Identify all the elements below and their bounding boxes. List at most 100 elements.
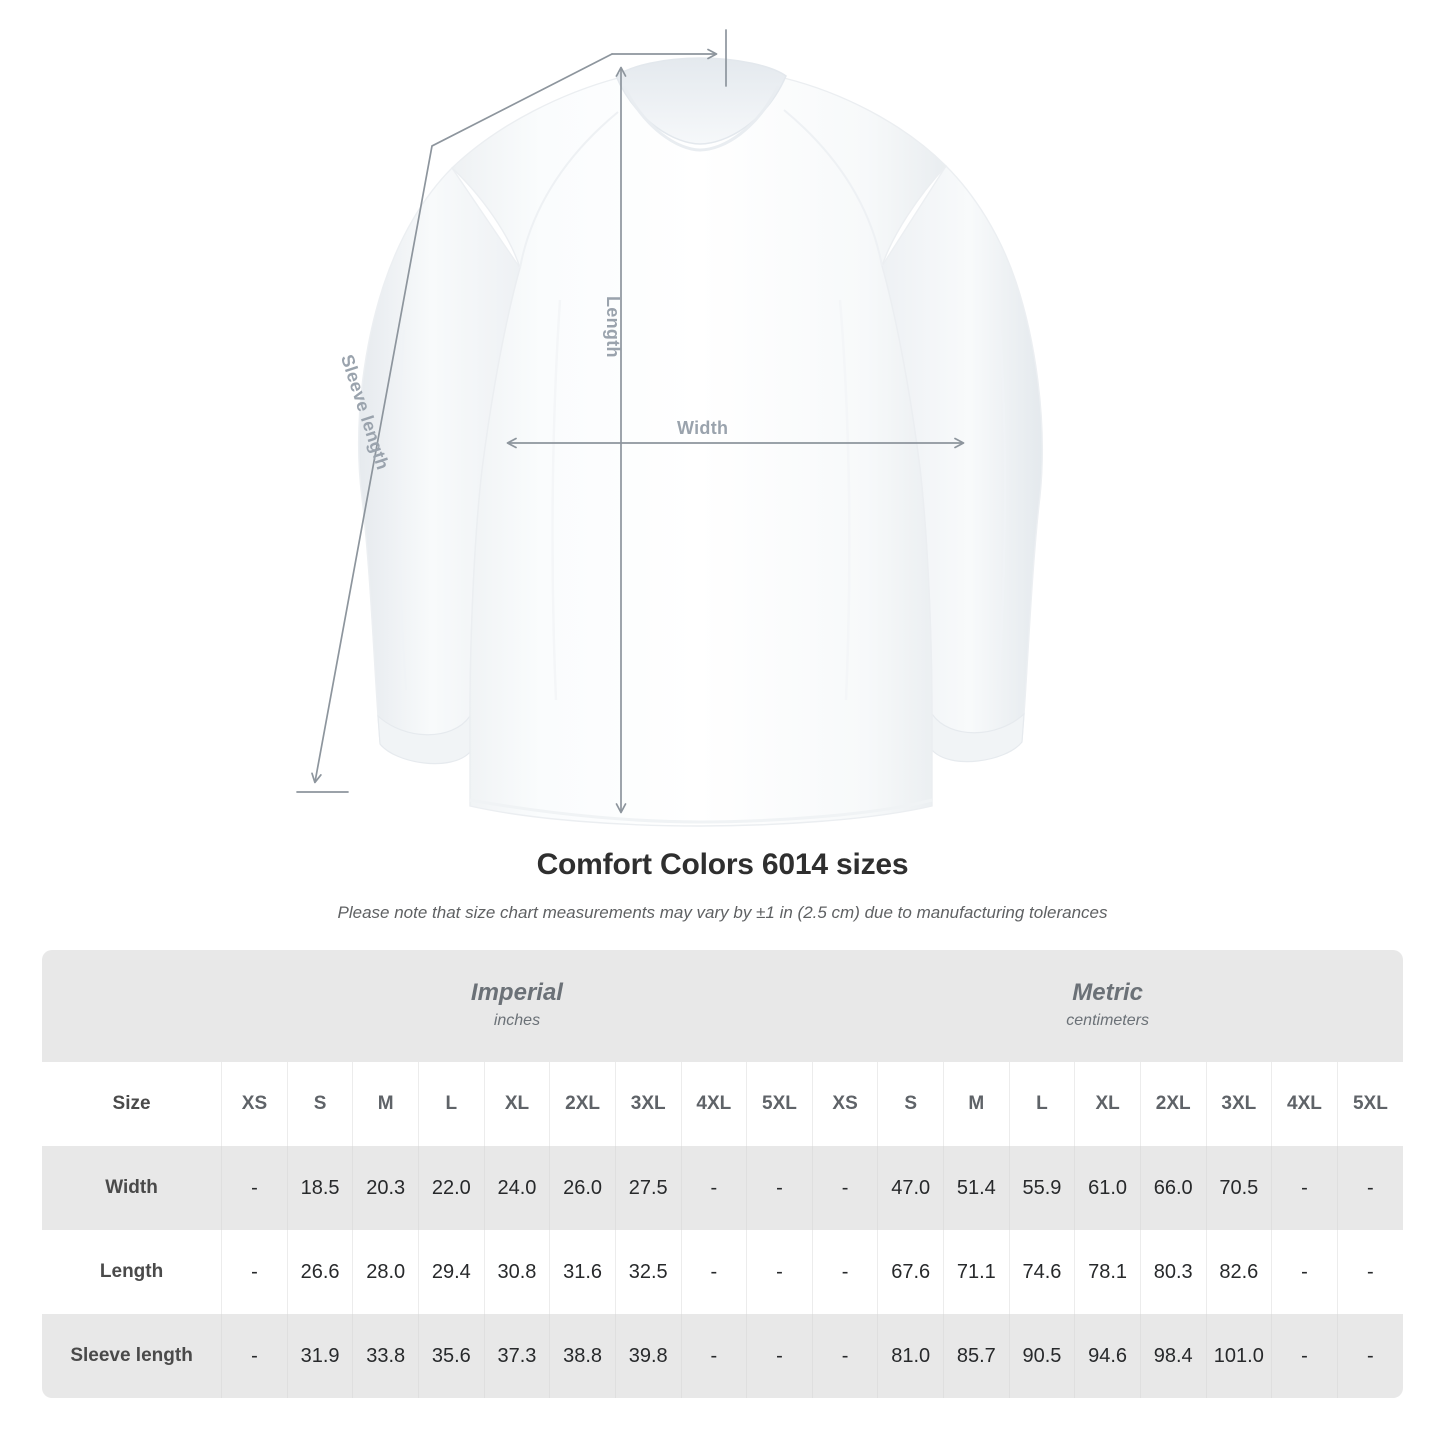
size-header-cell: M — [943, 1062, 1010, 1146]
unit-group-imperial-sub: inches — [493, 1012, 541, 1029]
size-header-cell: L — [418, 1062, 485, 1146]
measurement-cell: 32.5 — [614, 1230, 682, 1314]
measurement-cell: 39.8 — [614, 1314, 682, 1398]
measurement-cell: - — [680, 1314, 747, 1398]
measurement-cell: 66.0 — [1139, 1146, 1207, 1230]
measurement-cell: - — [1336, 1314, 1403, 1398]
measurement-cell: 70.5 — [1205, 1146, 1272, 1230]
measurement-cell: 37.3 — [483, 1314, 550, 1398]
size-header-cell: 4XL — [1271, 1062, 1338, 1146]
measurement-cell: 71.1 — [943, 1230, 1010, 1314]
measurement-cell: 24.0 — [483, 1146, 550, 1230]
measurement-cell: 55.9 — [1008, 1146, 1075, 1230]
measurement-cell: 26.0 — [549, 1146, 616, 1230]
row-label: Width — [42, 1146, 222, 1230]
unit-group-imperial-name: Imperial — [470, 979, 563, 1006]
measurement-cell: 85.7 — [943, 1314, 1010, 1398]
table-row: Width -18.5 20.3 22.0 24.0 26.0 27.5- - -47.0 51.… — [42, 1146, 1403, 1230]
measurement-cell: - — [811, 1314, 878, 1398]
measurement-cell: 80.3 — [1139, 1230, 1207, 1314]
measurement-cell: 33.8 — [352, 1314, 419, 1398]
size-header-cell: 5XL — [746, 1062, 813, 1146]
size-header-cell: S — [286, 1062, 353, 1146]
measurement-cell: 51.4 — [943, 1146, 1010, 1230]
unit-group-metric-sub: centimeters — [1066, 1012, 1149, 1029]
size-header-cell: M — [352, 1062, 419, 1146]
tolerance-note: Please note that size chart measurements… — [337, 903, 1108, 922]
size-header-cell: 2XL — [1139, 1062, 1207, 1146]
unit-group-metric-name: Metric — [1072, 979, 1143, 1006]
measurement-cell: 61.0 — [1074, 1146, 1141, 1230]
measurement-cell: - — [680, 1146, 747, 1230]
measurement-cell: - — [811, 1146, 878, 1230]
size-table-container: Imperial inches Metric centimeters Size … — [42, 950, 1403, 1398]
size-header-cell: 3XL — [614, 1062, 682, 1146]
size-header-cell: 5XL — [1336, 1062, 1403, 1146]
measurement-cell: 22.0 — [418, 1146, 485, 1230]
row-label: Sleeve length — [42, 1314, 222, 1398]
size-header-label: Size — [42, 1062, 222, 1146]
measurement-cell: - — [746, 1146, 813, 1230]
measurement-cell: - — [221, 1230, 288, 1314]
measurement-cell: 29.4 — [418, 1230, 485, 1314]
sleeve-arrow — [311, 53, 613, 784]
measurement-cell: 74.6 — [1008, 1230, 1075, 1314]
size-header-cell: 2XL — [549, 1062, 616, 1146]
measurement-cell: 38.8 — [549, 1314, 616, 1398]
table-row: Length -26.6 28.0 29.4 30.8 31.6 32.5- - -67.6 71… — [42, 1230, 1403, 1314]
page-title: Comfort Colors 6014 sizes — [536, 848, 909, 881]
table-row: Sleeve length -31.9 33.8 35.6 37.3 38.8 39.8- -… — [42, 1314, 1403, 1398]
measurement-cell: 98.4 — [1139, 1314, 1207, 1398]
measurement-cell: - — [1271, 1146, 1338, 1230]
measurement-cell: 82.6 — [1205, 1230, 1272, 1314]
unit-head-spacer — [42, 950, 222, 1062]
measurement-cell: 30.8 — [483, 1230, 550, 1314]
title-block: Comfort Colors 6014 sizes Please note th… — [0, 845, 1445, 925]
measurement-cell: 18.5 — [286, 1146, 353, 1230]
size-header-cell: XS — [221, 1062, 288, 1146]
width-label: Width — [677, 418, 729, 438]
row-label: Length — [42, 1230, 222, 1314]
unit-group-imperial: Imperial inches — [221, 950, 813, 1062]
unit-group-row: Imperial inches Metric centimeters — [42, 950, 1403, 1062]
size-table: Imperial inches Metric centimeters Size … — [42, 950, 1403, 1398]
length-label: Length — [603, 296, 623, 358]
measurement-cell: 20.3 — [352, 1146, 419, 1230]
size-header-row: Size XS S M L XL 2XL 3XL 4XL 5XL XS S M L XL 2XL 3XL 4XL… — [42, 1062, 1403, 1146]
measurement-cell: - — [746, 1314, 813, 1398]
measurement-cell: 101.0 — [1205, 1314, 1272, 1398]
measurement-cell: - — [746, 1230, 813, 1314]
measurement-cell: - — [1336, 1230, 1403, 1314]
measurement-cell: - — [1271, 1230, 1338, 1314]
size-header-cell: XL — [1074, 1062, 1141, 1146]
measurement-cell: 90.5 — [1008, 1314, 1075, 1398]
measurement-cell: 27.5 — [614, 1146, 682, 1230]
measurement-cell: - — [221, 1146, 288, 1230]
table-body: Width -18.5 20.3 22.0 24.0 26.0 27.5- - -47.0 51.… — [42, 1146, 1403, 1398]
garment-diagram: Width Length Sleeve length — [296, 29, 1044, 827]
measurement-cell: 47.0 — [877, 1146, 944, 1230]
measurement-cell: 67.6 — [877, 1230, 944, 1314]
measurement-cell: 94.6 — [1074, 1314, 1141, 1398]
size-header-cell: L — [1008, 1062, 1075, 1146]
size-header-cell: S — [877, 1062, 944, 1146]
measurement-cell: 31.6 — [549, 1230, 616, 1314]
measurement-cell: - — [680, 1230, 747, 1314]
measurement-cell: - — [1271, 1314, 1338, 1398]
measurement-cell: 31.9 — [286, 1314, 353, 1398]
size-header-cell: XL — [483, 1062, 550, 1146]
table-head: Imperial inches Metric centimeters Size … — [42, 950, 1403, 1146]
size-header-cell: 3XL — [1205, 1062, 1272, 1146]
measurement-cell: - — [221, 1314, 288, 1398]
measurement-arrows — [296, 29, 965, 814]
measurement-cell: - — [811, 1230, 878, 1314]
size-header-cell: 4XL — [680, 1062, 747, 1146]
measurement-cell: - — [1336, 1146, 1403, 1230]
measurement-cell: 81.0 — [877, 1314, 944, 1398]
unit-group-metric: Metric centimeters — [812, 950, 1403, 1062]
measurement-cell: 26.6 — [286, 1230, 353, 1314]
measurement-cell: 35.6 — [418, 1314, 485, 1398]
measurement-cell: 28.0 — [352, 1230, 419, 1314]
size-header-cell: XS — [811, 1062, 878, 1146]
